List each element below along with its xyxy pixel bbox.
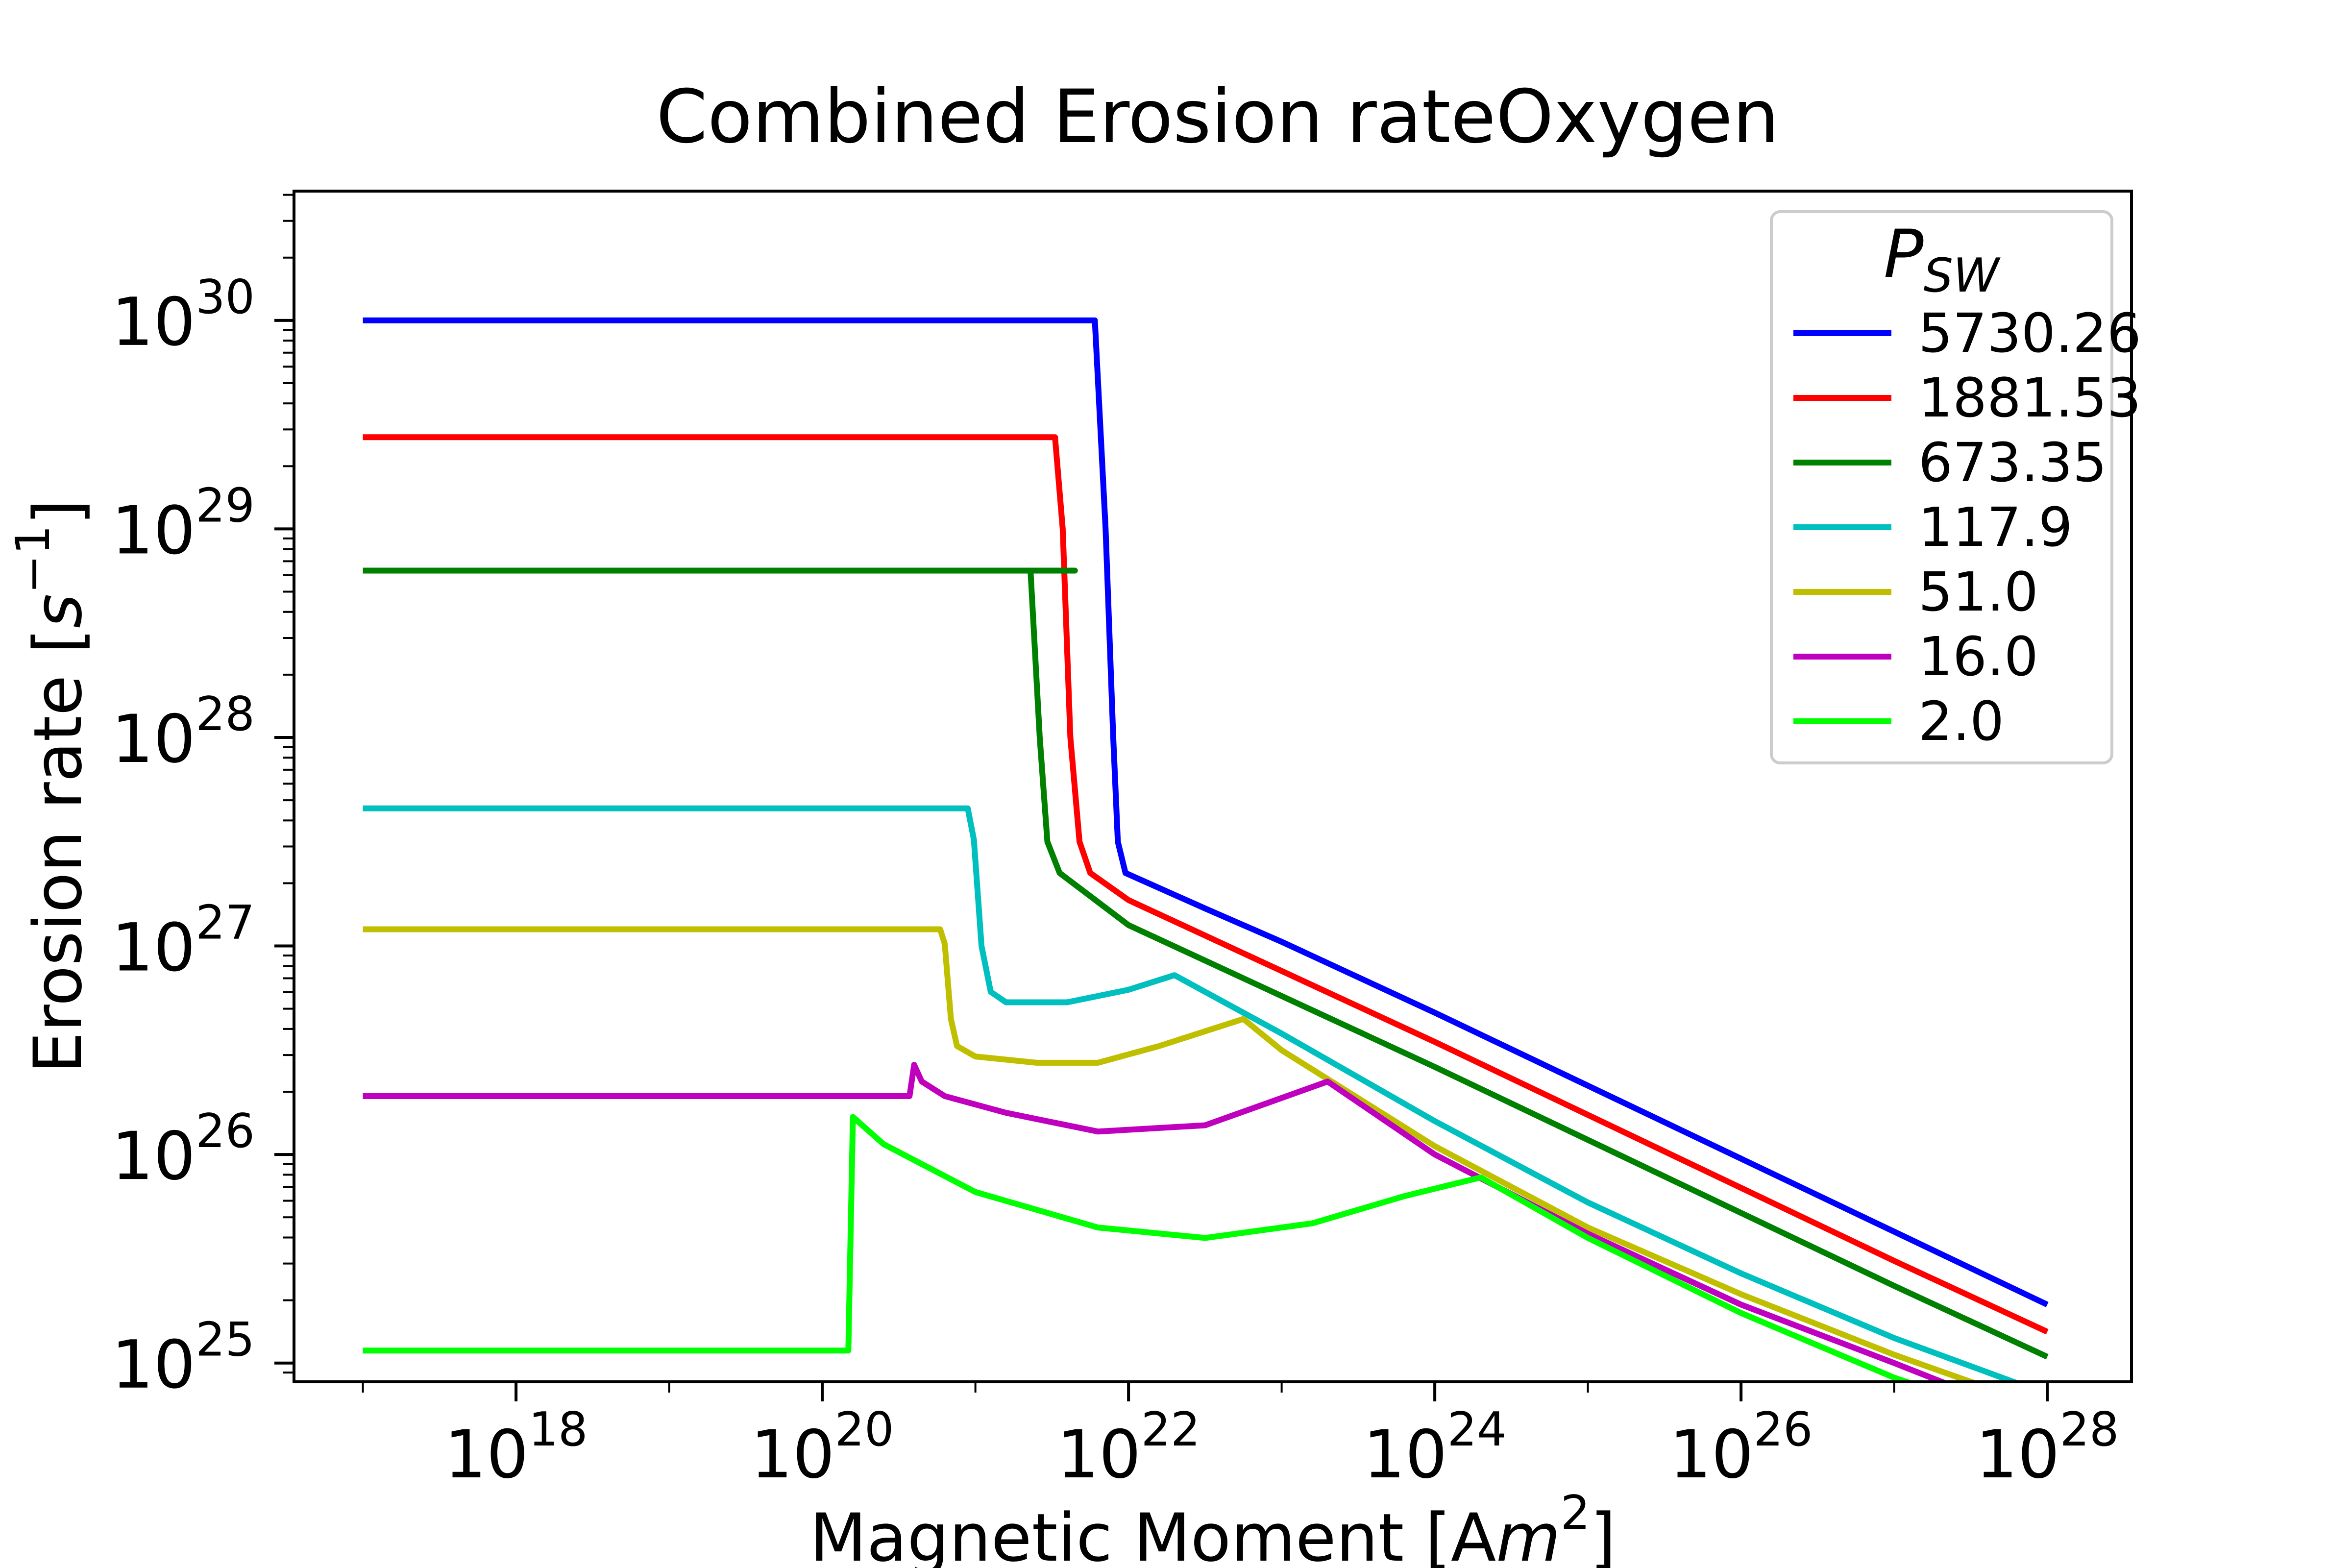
plot-area (293, 190, 2133, 1383)
legend-title-sub: SW (1924, 249, 2001, 303)
x-axis-label: Magnetic Moment [Am2] (809, 1486, 1616, 1568)
legend-title-base: P (1884, 216, 1924, 293)
x-axis-label-base: Magnetic Moment [A (809, 1499, 1496, 1568)
series-line-1 (363, 434, 2049, 1335)
x-tick-label: 1018 (444, 1403, 588, 1493)
legend-label: 117.9 (1918, 496, 2073, 559)
x-axis-label-italic: m (1496, 1499, 1561, 1568)
x-tick-label: 1028 (1976, 1403, 2119, 1493)
legend-box (1770, 210, 2113, 764)
series-line-0 (363, 317, 2049, 1307)
y-axis-label-end: ] (20, 499, 97, 525)
y-axis-label-base: Erosion rate [ (20, 628, 97, 1074)
y-axis-label: Erosion rate [s−1] (6, 499, 97, 1074)
legend-label: 1881.53 (1918, 367, 2141, 429)
x-tick-label: 1024 (1363, 1403, 1507, 1493)
series-line-5 (363, 1062, 1950, 1382)
y-tick-label: 1028 (111, 687, 255, 778)
x-axis-label-end: ] (1590, 1499, 1616, 1568)
legend-label: 5730.26 (1918, 302, 2141, 365)
x-axis-ticks: 1018 1020 1022 1024 1026 1028 (362, 1382, 2119, 1493)
series-layer (363, 317, 2049, 1382)
x-axis-label-sup: 2 (1561, 1486, 1590, 1540)
x-tick-label: 1026 (1669, 1403, 1813, 1493)
y-tick-label: 1030 (111, 270, 255, 361)
y-tick-label: 1025 (111, 1313, 255, 1403)
y-tick-label: 1026 (111, 1104, 255, 1195)
chart-title: Combined Erosion rateOxygen (656, 74, 1779, 160)
series-line-4 (363, 926, 1980, 1382)
y-tick-label: 1027 (111, 896, 255, 986)
y-axis-ticks: 1025 1026 1027 1028 1029 1030 (111, 194, 294, 1403)
legend-label: 2.0 (1918, 690, 2004, 753)
series-line-2 (363, 567, 2049, 1360)
legend-label: 51.0 (1918, 561, 2038, 623)
series-line-6 (363, 1114, 1916, 1382)
x-tick-label: 1020 (751, 1403, 894, 1493)
legend-label: 673.35 (1918, 431, 2107, 494)
y-axis-label-sup: −1 (6, 525, 60, 594)
y-tick-label: 1029 (111, 479, 255, 569)
plot-frame (293, 190, 2133, 1383)
y-axis-label-italic: s (20, 594, 97, 628)
x-tick-label: 1022 (1057, 1403, 1200, 1493)
series-line-3 (363, 805, 2022, 1382)
legend-label: 16.0 (1918, 625, 2038, 688)
legend-title: PSW (1884, 216, 2001, 303)
